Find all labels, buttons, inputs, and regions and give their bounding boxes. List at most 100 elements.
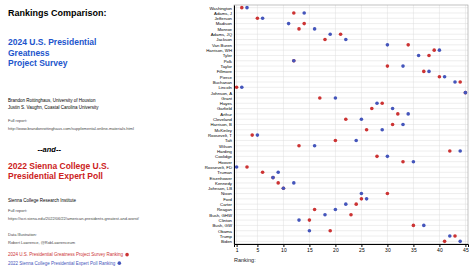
tick: Kennedy: [215, 181, 234, 186]
tick-label: Adams, J: [214, 11, 232, 16]
grid-line: [234, 135, 468, 136]
tick: Carter: [220, 202, 234, 207]
grid-line: [234, 87, 468, 88]
point: [261, 171, 265, 175]
point: [401, 123, 405, 127]
grid-line: [234, 55, 468, 56]
point: [297, 27, 301, 31]
tick: Roosevelt, T: [208, 133, 234, 138]
point: [302, 22, 306, 26]
legend: 2024 U.S. Presidential Greatness Project…: [8, 252, 129, 266]
point: [354, 202, 358, 206]
tick: Jackson: [216, 37, 234, 42]
grid-line: [234, 66, 468, 67]
tick-label: 1: [236, 247, 239, 253]
tick-label: Johnson, LB: [208, 186, 232, 191]
tick-label: Obama: [218, 229, 233, 234]
tick-label: Bush, GW: [212, 223, 233, 228]
tick: 35: [411, 244, 417, 253]
title: Rankings Comparison:: [8, 8, 107, 18]
point: [334, 139, 338, 143]
point: [245, 165, 249, 169]
point: [427, 70, 431, 74]
point: [240, 6, 244, 10]
point: [365, 197, 369, 201]
point: [282, 186, 286, 190]
series: [235, 6, 467, 243]
tick-label: Adams, JQ: [211, 32, 233, 37]
annotation: Data Illustration:: [8, 232, 37, 237]
point: [360, 117, 364, 121]
grid-line: [234, 7, 468, 8]
grid-line: [234, 220, 468, 221]
tick-label: Washington: [209, 6, 232, 11]
legend-entry: 2022 Sienna College Presidential Expert …: [8, 261, 116, 266]
point: [422, 224, 426, 228]
tick-label: Trump: [220, 234, 233, 239]
annotation: 2022 Sienna College U.S.Presidential Exp…: [8, 161, 109, 182]
point: [386, 64, 390, 68]
tick: Coolidge: [215, 154, 234, 159]
tick-label: Eisenhower: [210, 175, 233, 180]
grid-line: [234, 39, 468, 40]
axis-line: [234, 6, 235, 245]
point: [323, 38, 327, 42]
axis-line: [235, 245, 469, 248]
tick: Adams, JQ: [211, 32, 234, 37]
grid-line: [234, 60, 468, 61]
grid-line: [234, 188, 468, 189]
annotation: Robert Lawrence, @RobLawrenceum: [8, 240, 76, 245]
point: [245, 6, 249, 10]
tick-label: 40: [437, 247, 443, 253]
tick-label: Harding: [217, 149, 233, 154]
tick: Adams, J: [214, 11, 234, 16]
tick: Ford: [223, 197, 234, 202]
point: [328, 32, 332, 36]
tick: Lincoln: [218, 85, 234, 90]
tick: Johnson, A: [211, 91, 234, 96]
point: [271, 176, 275, 180]
point: [302, 11, 306, 15]
annotation: Brandon Rottinghaus, University of Houst…: [8, 98, 99, 109]
grid-line: [234, 182, 468, 183]
point: [448, 234, 452, 238]
grid-line: [234, 44, 468, 45]
grid-line: [234, 92, 468, 93]
text-panel: Rankings Comparison: 2024 U.S. Presidenti…: [8, 8, 140, 266]
points: [235, 6, 467, 243]
tick: Taft: [225, 138, 234, 143]
legend-swatch: [125, 253, 129, 257]
tick: Van Buren: [212, 43, 234, 48]
tick: Pierce: [220, 75, 234, 80]
annotation: http://www.brandonrottinghaus.com/supple…: [8, 126, 134, 131]
tick-label: Biden: [221, 239, 233, 244]
tick-label: 45: [463, 247, 469, 253]
grid-line: [234, 108, 468, 109]
chart: Rankings Comparison: 2024 U.S. Presidenti…: [0, 0, 474, 266]
tick-label: Truman: [217, 170, 232, 175]
tick: Reagan: [217, 207, 234, 212]
point: [406, 43, 410, 47]
point: [375, 155, 379, 159]
grid-line: [234, 129, 468, 130]
grid-line: [234, 151, 468, 152]
tick: 15: [307, 244, 313, 253]
tick: Bush, GHW: [209, 213, 234, 218]
point: [349, 213, 353, 217]
grid-line: [234, 236, 468, 237]
grid-line: [234, 103, 468, 104]
tick: 20: [333, 244, 339, 253]
grid-line: [234, 34, 468, 35]
tick: 10: [281, 244, 287, 253]
grid-line: [234, 209, 468, 210]
grid-line: [234, 97, 468, 98]
tick: Grant: [221, 96, 234, 101]
point: [339, 32, 343, 36]
point: [386, 155, 390, 159]
point: [458, 149, 462, 153]
point: [458, 80, 462, 84]
tick: Fillmore: [217, 69, 234, 74]
tick-label: 5: [257, 247, 260, 253]
tick: Taylor: [221, 64, 234, 69]
tick: 1: [236, 244, 239, 253]
